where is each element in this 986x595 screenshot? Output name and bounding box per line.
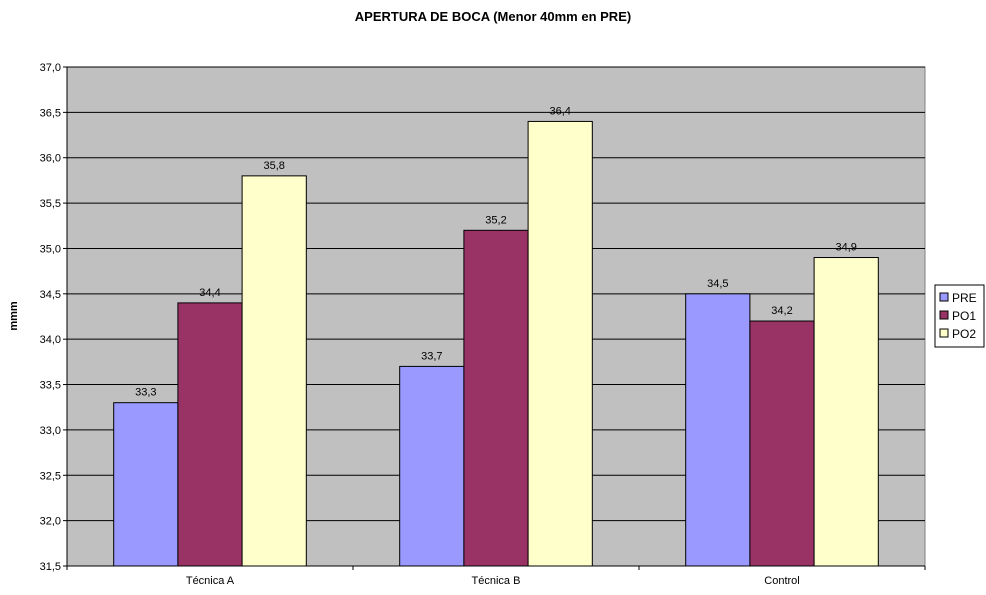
y-tick-label: 33,5	[40, 380, 61, 392]
y-tick-label: 37,0	[40, 62, 61, 74]
chart-title: APERTURA DE BOCA (Menor 40mm en PRE)	[355, 9, 631, 24]
legend: PRE PO1 PO2	[934, 284, 985, 348]
y-tick-label: 35,5	[40, 198, 61, 210]
legend-swatch-po1	[939, 310, 949, 320]
bars: 33,3 33,7 34,5 34,4 35,2 34,2 35,8 36,4 34,9	[113, 105, 879, 567]
data-label: 34,4	[199, 287, 220, 299]
data-label: 33,3	[135, 387, 156, 399]
y-axis-label: mmm	[8, 301, 20, 331]
legend-label-pre: PRE	[952, 291, 977, 305]
data-label: 34,9	[835, 242, 856, 254]
y-tick-label: 34,5	[40, 289, 61, 301]
y-tick-label: 36,5	[40, 107, 61, 119]
data-label: 35,2	[485, 214, 506, 226]
bar-po1-1	[177, 302, 243, 567]
x-tick-label: Técnica B	[472, 575, 521, 587]
data-label: 33,7	[421, 350, 442, 362]
bar-po2-3	[813, 257, 879, 567]
y-tick-label: 34,0	[40, 334, 61, 346]
legend-label-po2: PO2	[952, 327, 976, 341]
legend-label-po1: PO1	[952, 309, 976, 323]
bar-pre-1	[113, 402, 179, 567]
data-label: 34,2	[771, 305, 792, 317]
bar-po2-2	[527, 120, 593, 567]
data-label: 34,5	[707, 278, 728, 290]
y-tick-label: 33,0	[40, 425, 61, 437]
x-tick-label: Control	[764, 575, 799, 587]
legend-swatch-pre	[939, 292, 949, 302]
data-label: 35,8	[263, 160, 284, 172]
bar-po1-2	[463, 229, 529, 567]
x-axis: Técnica A Técnica B Control	[66, 565, 926, 587]
legend-swatch-po2	[939, 328, 949, 338]
bar-pre-2	[399, 365, 465, 567]
y-tick-label: 36,0	[40, 153, 61, 165]
y-tick-label: 32,0	[40, 516, 61, 528]
bar-pre-3	[685, 293, 751, 567]
y-axis: 31,5 32,0 32,5 33,0 33,5 34,0 34,5 35,0 35,5 36,0…	[40, 62, 68, 573]
data-label: 36,4	[549, 105, 570, 117]
x-tick-label: Técnica A	[186, 575, 235, 587]
bar-po2-1	[241, 175, 307, 567]
bar-po1-3	[749, 320, 815, 567]
y-tick-label: 31,5	[40, 561, 61, 573]
y-tick-label: 32,5	[40, 470, 61, 482]
y-tick-label: 35,0	[40, 243, 61, 255]
